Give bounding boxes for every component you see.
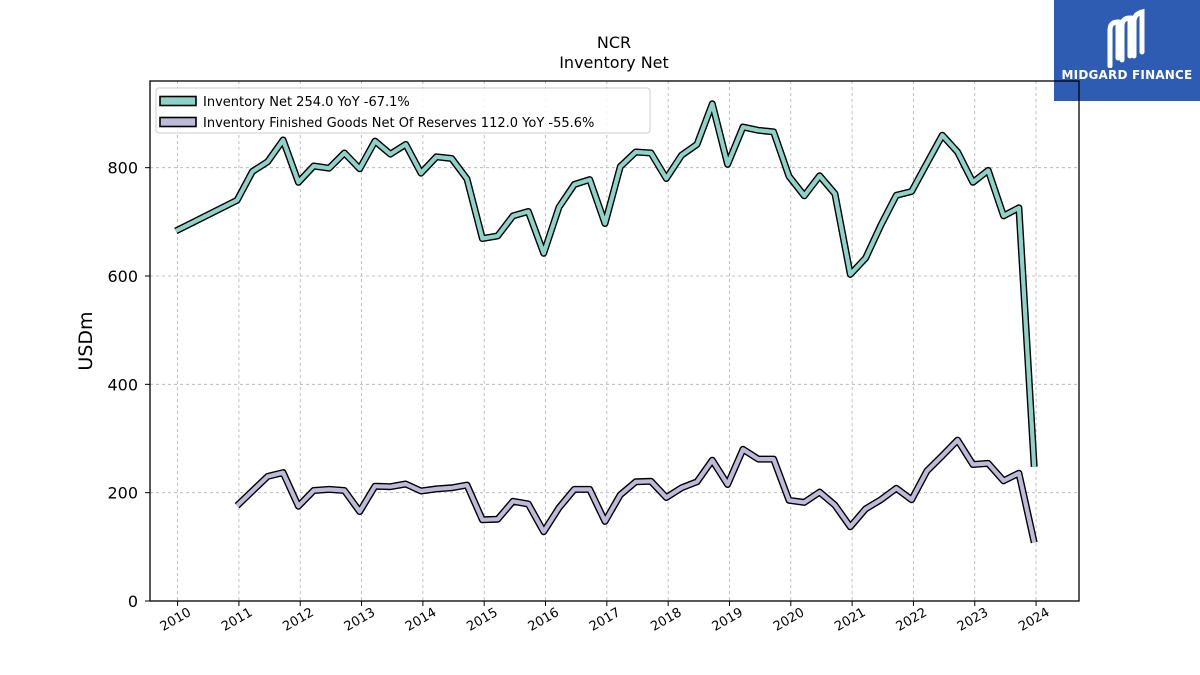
y-axis-label: USDm — [75, 311, 97, 370]
logo-text: MIDGARD FINANCE — [1061, 68, 1193, 82]
axis-ticks: 2010 2011 2012 2013 2014 2015 2016 2017 2018 2019… — [107, 159, 1052, 635]
y-tick-label: 0 — [128, 592, 138, 611]
x-tick-label: 2012 — [280, 605, 316, 635]
x-tick-label: 2011 — [219, 605, 255, 635]
x-tick-label: 2021 — [832, 605, 868, 635]
midgard-finance-logo: MIDGARD FINANCE — [1054, 0, 1200, 101]
legend-label-0: Inventory Net 254.0 YoY -67.1% — [203, 95, 410, 110]
y-tick-label: 200 — [107, 484, 138, 503]
grid — [150, 81, 1079, 601]
chart-title: NCR — [597, 33, 631, 52]
y-tick-label: 600 — [107, 267, 138, 286]
x-tick-label: 2016 — [526, 605, 562, 635]
y-tick-label: 400 — [107, 375, 138, 394]
x-tick-label: 2010 — [158, 605, 194, 635]
x-tick-label: 2020 — [771, 605, 807, 635]
legend-box — [155, 87, 651, 134]
x-tick-label: 2024 — [1016, 605, 1052, 635]
logo-mark-icon — [1107, 8, 1145, 68]
series-line-0 — [174, 101, 1037, 467]
x-tick-label: 2019 — [710, 605, 746, 635]
x-tick-label: 2018 — [648, 605, 684, 635]
plot-frame — [149, 80, 1080, 602]
series-lines — [174, 100, 1038, 544]
y-tick-label: 800 — [107, 159, 138, 178]
legend: Inventory Net 254.0 YoY -67.1% Inventory … — [155, 87, 651, 134]
x-tick-label: 2017 — [587, 605, 623, 635]
series-outline-0 — [174, 100, 1038, 467]
x-tick-label: 2022 — [894, 605, 930, 635]
x-tick-label: 2013 — [342, 605, 378, 635]
x-tick-label: 2023 — [955, 605, 991, 635]
legend-label-1: Inventory Finished Goods Net Of Reserves… — [203, 116, 594, 131]
chart-subtitle: Inventory Net — [559, 53, 669, 72]
legend-swatch-0 — [159, 95, 197, 107]
x-tick-label: 2014 — [403, 605, 439, 635]
series-line-1 — [235, 438, 1037, 543]
x-tick-label: 2015 — [464, 605, 500, 635]
legend-swatch-1 — [159, 116, 197, 128]
